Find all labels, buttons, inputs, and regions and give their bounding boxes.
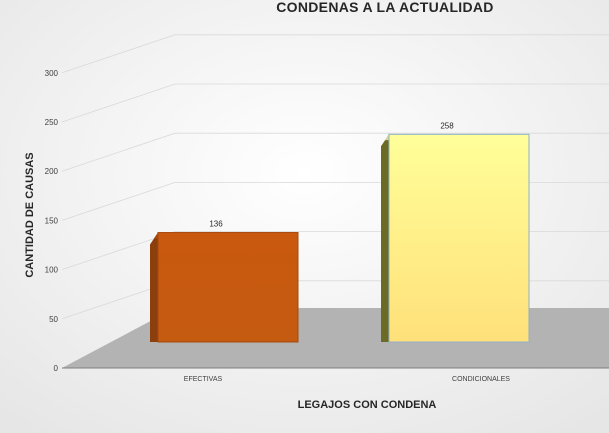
data-label: 136 — [209, 220, 223, 229]
y-tick-label: 250 — [45, 118, 59, 127]
gridline — [61, 34, 609, 74]
gridline — [61, 83, 609, 123]
chart-title: CONDENAS A LA ACTUALIDAD — [276, 0, 493, 15]
y-tick-label: 0 — [54, 364, 59, 373]
bar-side — [381, 134, 389, 342]
x-tick-label: CONDICIONALES — [452, 376, 510, 383]
y-tick-label: 300 — [45, 69, 59, 78]
x-axis-title: LEGAJOS CON CONDENA — [298, 399, 437, 411]
y-tick-label: 100 — [45, 266, 59, 275]
data-label: 258 — [440, 121, 454, 130]
y-axis-title: CANTIDAD DE CAUSAS — [24, 152, 36, 277]
bar-side — [150, 232, 158, 342]
y-tick-label: 150 — [45, 216, 59, 225]
x-tick-label: EFECTIVAS — [184, 376, 223, 383]
gridline — [61, 132, 609, 172]
bars — [150, 133, 530, 343]
y-tick-label: 50 — [49, 315, 58, 324]
bar-1 — [157, 232, 299, 343]
bar-2 — [388, 133, 530, 343]
labels: 0 50 100 150 200 250 300 136 EFECTIVAS 258 CONDICI… — [45, 69, 511, 383]
y-tick-label: 200 — [45, 167, 59, 176]
